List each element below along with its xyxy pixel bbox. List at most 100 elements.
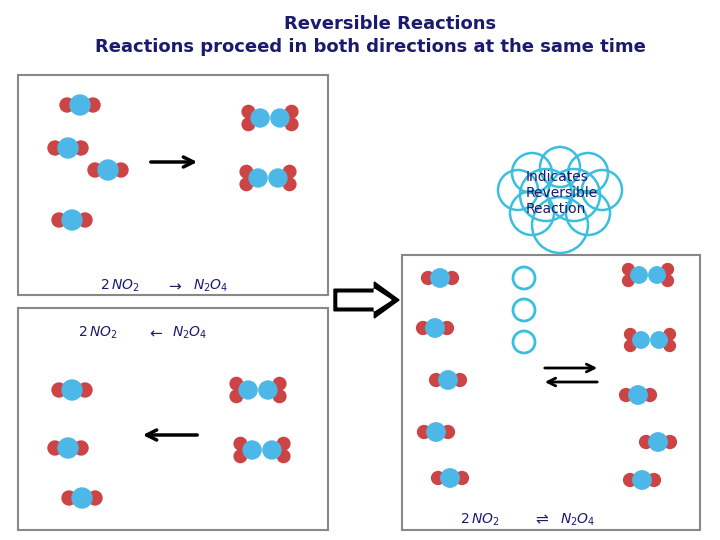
Circle shape — [62, 210, 82, 230]
Circle shape — [417, 321, 429, 334]
Circle shape — [441, 321, 454, 334]
Circle shape — [633, 332, 649, 348]
Circle shape — [72, 488, 92, 508]
Circle shape — [52, 383, 66, 397]
Circle shape — [623, 264, 634, 275]
Circle shape — [566, 191, 610, 235]
Circle shape — [456, 471, 469, 484]
Circle shape — [230, 390, 243, 403]
Text: $\mathit{N_2O_4}$: $\mathit{N_2O_4}$ — [172, 325, 207, 341]
Circle shape — [86, 98, 100, 112]
Circle shape — [285, 118, 298, 131]
Circle shape — [74, 141, 88, 155]
Circle shape — [271, 109, 289, 127]
Circle shape — [441, 426, 454, 438]
Circle shape — [62, 491, 76, 505]
Circle shape — [242, 118, 255, 131]
Circle shape — [283, 165, 296, 178]
Circle shape — [647, 474, 660, 487]
Circle shape — [662, 275, 673, 287]
Circle shape — [568, 153, 608, 193]
Circle shape — [263, 441, 281, 459]
Circle shape — [427, 423, 445, 441]
Circle shape — [114, 163, 128, 177]
Circle shape — [623, 275, 634, 287]
Circle shape — [512, 153, 552, 193]
Circle shape — [62, 380, 82, 400]
Circle shape — [274, 377, 286, 390]
Text: Reversible Reactions: Reversible Reactions — [284, 15, 496, 33]
Circle shape — [230, 377, 243, 390]
Circle shape — [234, 437, 247, 450]
Text: $\rightarrow$: $\rightarrow$ — [166, 278, 184, 293]
Text: $\rightleftharpoons$: $\rightleftharpoons$ — [534, 512, 551, 527]
Circle shape — [240, 165, 253, 178]
Text: $\mathit{N_2O_4}$: $\mathit{N_2O_4}$ — [193, 278, 228, 294]
Circle shape — [426, 319, 444, 337]
Circle shape — [243, 441, 261, 459]
Text: $\mathit{2\,NO_2}$: $\mathit{2\,NO_2}$ — [78, 325, 117, 341]
Circle shape — [513, 267, 535, 289]
Circle shape — [418, 426, 431, 438]
Circle shape — [631, 267, 647, 283]
FancyBboxPatch shape — [18, 75, 328, 295]
Circle shape — [664, 328, 675, 340]
Circle shape — [277, 450, 290, 463]
Polygon shape — [334, 282, 399, 318]
Circle shape — [60, 98, 74, 112]
Text: Reactions proceed in both directions at the same time: Reactions proceed in both directions at … — [94, 38, 645, 56]
Circle shape — [430, 374, 443, 387]
Circle shape — [649, 433, 667, 451]
FancyBboxPatch shape — [402, 255, 700, 530]
Circle shape — [438, 371, 457, 389]
FancyBboxPatch shape — [18, 308, 328, 530]
Circle shape — [88, 491, 102, 505]
Circle shape — [520, 169, 572, 221]
Circle shape — [242, 105, 255, 118]
Circle shape — [510, 191, 554, 235]
Circle shape — [98, 160, 118, 180]
Circle shape — [513, 299, 535, 321]
Circle shape — [259, 381, 277, 399]
Circle shape — [269, 169, 287, 187]
Circle shape — [88, 163, 102, 177]
Circle shape — [285, 105, 298, 118]
Circle shape — [431, 269, 449, 287]
Circle shape — [70, 95, 90, 115]
Circle shape — [274, 390, 286, 403]
Circle shape — [582, 170, 622, 210]
Circle shape — [624, 474, 636, 487]
Circle shape — [644, 389, 657, 401]
Circle shape — [74, 441, 88, 455]
Circle shape — [513, 331, 535, 353]
Circle shape — [78, 383, 92, 397]
Circle shape — [58, 138, 78, 158]
Circle shape — [240, 178, 253, 191]
Circle shape — [48, 141, 62, 155]
Circle shape — [251, 109, 269, 127]
Polygon shape — [338, 289, 391, 311]
Circle shape — [454, 374, 467, 387]
Circle shape — [540, 147, 580, 187]
Circle shape — [633, 471, 651, 489]
Circle shape — [446, 272, 459, 285]
Circle shape — [664, 436, 676, 448]
Circle shape — [48, 441, 62, 455]
Text: $\mathit{N_2O_4}$: $\mathit{N_2O_4}$ — [560, 512, 595, 529]
Circle shape — [649, 267, 665, 283]
Circle shape — [234, 450, 247, 463]
Circle shape — [639, 436, 652, 448]
Circle shape — [52, 213, 66, 227]
Circle shape — [283, 178, 296, 191]
Circle shape — [431, 471, 444, 484]
Circle shape — [620, 389, 632, 401]
Circle shape — [664, 340, 675, 352]
Circle shape — [548, 169, 600, 221]
Circle shape — [58, 438, 78, 458]
Circle shape — [249, 169, 267, 187]
Circle shape — [277, 437, 290, 450]
Circle shape — [422, 272, 434, 285]
Text: $\mathit{2\,NO_2}$: $\mathit{2\,NO_2}$ — [460, 512, 500, 529]
Circle shape — [441, 469, 459, 487]
Circle shape — [624, 328, 636, 340]
